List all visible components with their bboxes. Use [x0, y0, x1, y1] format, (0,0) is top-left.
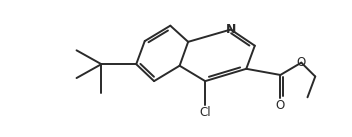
Text: N: N [226, 23, 236, 36]
Text: O: O [297, 56, 306, 69]
Text: Cl: Cl [199, 106, 211, 119]
Text: O: O [276, 99, 285, 112]
